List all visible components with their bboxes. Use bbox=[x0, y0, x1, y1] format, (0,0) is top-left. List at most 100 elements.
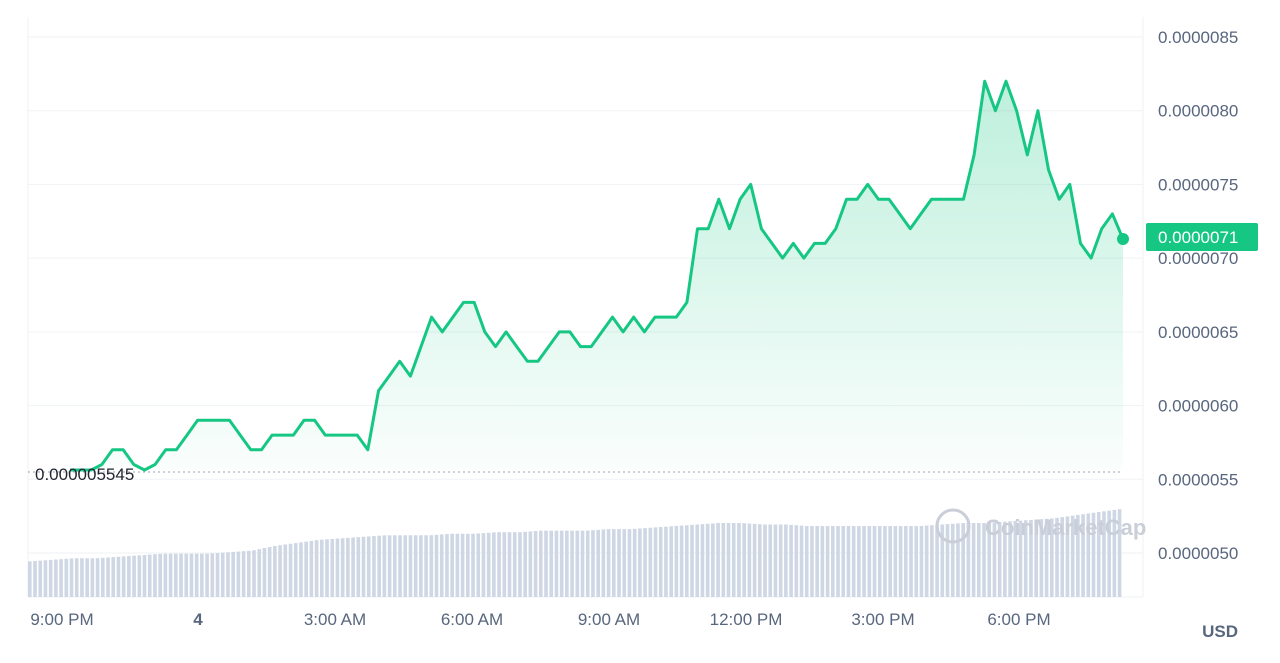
y-tick-label: 0.0000065 bbox=[1158, 323, 1238, 342]
volume-bar bbox=[804, 525, 809, 597]
volume-bar bbox=[325, 539, 329, 597]
volume-bar bbox=[85, 558, 89, 597]
volume-bar bbox=[758, 524, 762, 597]
volume-bar bbox=[1076, 514, 1080, 597]
volume-bar bbox=[28, 561, 32, 597]
volume-bar bbox=[794, 525, 799, 597]
y-tick-label: 0.0000070 bbox=[1158, 249, 1238, 268]
volume-bar bbox=[64, 558, 69, 597]
volume-bar bbox=[841, 526, 846, 597]
volume-bar bbox=[184, 553, 189, 597]
volume-bar bbox=[544, 530, 548, 597]
volume-bar bbox=[387, 535, 392, 597]
volume-bar bbox=[606, 529, 611, 597]
volume-bar bbox=[1102, 511, 1106, 597]
volume-bar bbox=[726, 523, 731, 597]
volume-bar bbox=[992, 522, 997, 597]
volume-bar bbox=[445, 534, 449, 597]
volume-bar bbox=[1029, 519, 1033, 597]
volume-bar bbox=[247, 550, 251, 597]
volume-bar bbox=[559, 530, 564, 597]
volume-bar bbox=[935, 524, 939, 597]
volume-bar bbox=[799, 525, 804, 597]
volume-bar bbox=[883, 526, 887, 597]
volume-bar bbox=[466, 533, 470, 597]
volume-bar bbox=[851, 526, 856, 597]
volume-bar bbox=[1096, 512, 1101, 597]
volume-bar bbox=[815, 526, 819, 597]
volume-bar bbox=[1091, 512, 1096, 597]
volume-bar bbox=[74, 558, 79, 597]
volume-bar bbox=[38, 560, 43, 597]
volume-bar bbox=[403, 535, 408, 597]
volume-bar bbox=[565, 530, 569, 597]
y-tick-label: 0.0000080 bbox=[1158, 102, 1238, 121]
watermark: CoinMarketCap bbox=[985, 515, 1146, 540]
volume-bar bbox=[257, 549, 262, 597]
volume-bar bbox=[950, 523, 955, 597]
volume-bar bbox=[205, 553, 209, 597]
x-tick-label: 9:00 AM bbox=[578, 610, 640, 629]
volume-bar bbox=[267, 546, 272, 597]
volume-bar bbox=[1070, 515, 1075, 597]
volume-bar bbox=[168, 553, 173, 597]
volume-bar bbox=[773, 524, 778, 597]
price-area bbox=[70, 81, 1123, 470]
volume-bar bbox=[1065, 516, 1070, 597]
volume-bar bbox=[90, 558, 95, 597]
volume-bar bbox=[961, 523, 965, 597]
volume-bar bbox=[429, 535, 434, 597]
volume-bar bbox=[585, 530, 590, 597]
volume-bar bbox=[1107, 510, 1111, 597]
volume-bar bbox=[299, 542, 303, 597]
volume-bar bbox=[262, 548, 267, 597]
volume-bar bbox=[747, 523, 752, 597]
volume-bar bbox=[1112, 509, 1117, 597]
volume-bar bbox=[194, 553, 199, 597]
volume-bar bbox=[33, 560, 37, 597]
volume-bar bbox=[617, 529, 621, 597]
volume-bar bbox=[711, 523, 715, 597]
volume-bar bbox=[919, 525, 924, 597]
current-price-badge bbox=[1146, 223, 1258, 251]
volume-bar bbox=[476, 533, 481, 597]
volume-bar bbox=[1008, 521, 1012, 597]
volume-bar bbox=[1034, 519, 1038, 597]
open-price-label: 0.000005545 bbox=[35, 465, 134, 484]
volume-bar bbox=[622, 529, 627, 597]
volume-bar bbox=[1003, 521, 1007, 597]
y-tick-label: 0.0000075 bbox=[1158, 175, 1238, 194]
x-tick-label: 3:00 AM bbox=[304, 610, 366, 629]
volume-bar bbox=[335, 538, 340, 597]
volume-bar bbox=[700, 524, 705, 597]
volume-bar bbox=[930, 525, 934, 597]
volume-bar bbox=[575, 530, 580, 597]
volume-bar bbox=[48, 559, 53, 597]
currency-label: USD bbox=[1202, 622, 1238, 641]
x-tick-label: 6:00 AM bbox=[441, 610, 503, 629]
volume-bar bbox=[1086, 513, 1091, 597]
volume-bar bbox=[784, 524, 788, 597]
volume-bar bbox=[539, 530, 543, 597]
volume-bar bbox=[643, 528, 647, 597]
volume-bar bbox=[888, 526, 892, 597]
volume-bar bbox=[627, 529, 632, 597]
volume-bar bbox=[810, 526, 814, 597]
volume-bar bbox=[867, 526, 872, 597]
volume-bar bbox=[163, 553, 168, 597]
volume-bar bbox=[877, 526, 882, 597]
volume-bar bbox=[398, 535, 402, 597]
volume-bar bbox=[471, 533, 475, 597]
volume-bar bbox=[857, 526, 861, 597]
volume-bar bbox=[966, 523, 971, 597]
volume-bar bbox=[304, 541, 308, 597]
volume-bar bbox=[502, 532, 507, 597]
volume-bar bbox=[658, 527, 663, 597]
volume-bar bbox=[241, 551, 246, 597]
volume-bar bbox=[987, 522, 992, 597]
volume-bar bbox=[1050, 518, 1054, 597]
volume-bar bbox=[273, 545, 277, 597]
volume-bar bbox=[518, 532, 522, 597]
volume-bar bbox=[101, 557, 105, 597]
volume-bar bbox=[215, 552, 220, 597]
